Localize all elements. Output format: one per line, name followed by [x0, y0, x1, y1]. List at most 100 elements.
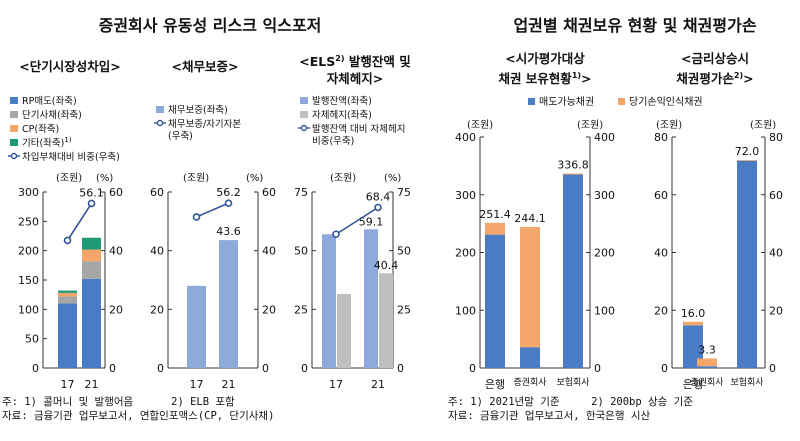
chart3-left-tick: 100 [455, 304, 476, 317]
chart4-left-unit: (조원) [656, 119, 682, 131]
chart1-bar-label: 43.6 [216, 225, 241, 238]
chart2-legend-marker [300, 124, 308, 132]
chart0-left-tick: 0 [32, 362, 39, 375]
chart0-right-tick: 60 [109, 186, 123, 199]
chart1-bar-0-0 [187, 285, 206, 368]
chart3-total-label: 244.1 [514, 212, 546, 225]
subtitle-bond-holdings: <시가평가대상 채권 보유현황1)> [460, 50, 630, 87]
left-panel-title: 증권회사 유동성 리스크 익스포저 [98, 16, 322, 35]
chart1-right-tick: 40 [262, 245, 276, 258]
right-source: 자료: 금융기관 업무보고서, 한국은행 시산 [448, 410, 651, 422]
chart1-left-tick: 60 [150, 186, 164, 199]
chart3-bar-0-0 [485, 234, 505, 368]
chart4-category-label: 보험회사 [730, 377, 764, 388]
chart2-category-label: 17 [329, 378, 343, 391]
chart1-left-tick: 40 [150, 245, 164, 258]
chart0-left-tick: 300 [18, 186, 39, 199]
chart0-left-tick: 200 [18, 245, 39, 258]
chart2-bar-0-0 [322, 234, 336, 368]
chart0-left-tick: 150 [18, 274, 39, 287]
chart4-bar-0-0 [683, 325, 703, 368]
chart2-right-tick: 25 [397, 303, 411, 316]
left-footnote: 주: 1) 콜머니 및 발행어음 2) ELB 포함 [2, 396, 235, 408]
chart0-legend-marker [10, 152, 18, 160]
chart3-bar-2-1 [563, 173, 583, 175]
chart2-legend-line-label: 발행잔액 대비 자체헤지 [312, 123, 405, 135]
chart3-right-tick: 300 [594, 189, 615, 202]
chart0-bar-0-3 [58, 290, 77, 293]
chart0-left-unit: (조원) [56, 172, 82, 184]
chart0-line-point [63, 236, 72, 245]
subtitle-els-part3: 자체헤지> [326, 71, 384, 87]
chart0-left-tick: 50 [25, 333, 39, 346]
chart0-bar-1-0 [82, 278, 101, 368]
chart2-line-label: 68.4 [366, 190, 391, 203]
chart4-left-tick: 0 [661, 362, 668, 375]
chart0-legend-label: 단기사채(좌축) [22, 110, 82, 121]
left-source: 자료: 금융기관 업무보고서, 연합인포맥스(CP, 단기사채) [2, 410, 275, 422]
chart4-total-label: 72.0 [735, 145, 760, 158]
chart3-bar-2-0 [563, 174, 583, 368]
chart1-line-label: 56.2 [216, 186, 241, 199]
chart1-category-label: 21 [222, 378, 236, 391]
chart2-bar-1-1 [379, 273, 393, 368]
chart2-category-label: 21 [371, 378, 385, 391]
chart1-line-point [192, 213, 201, 221]
chart1-legend-marker [156, 119, 164, 127]
chart2-right-unit: (%) [384, 173, 401, 184]
subtitle-valuation-loss: <금리상승시 채권평가손2)> [640, 50, 790, 87]
chart1-left-unit: (조원) [183, 172, 209, 184]
chart2-bar-1-0 [364, 229, 378, 368]
chart3-right-tick: 200 [594, 247, 615, 260]
chart3-total-label: 251.4 [479, 208, 511, 221]
chart1-left-tick: 20 [150, 303, 164, 316]
chart4-right-tick: 60 [769, 189, 783, 202]
chart0-legend-swatch [10, 97, 18, 104]
right-footnote: 주: 1) 2021년말 기준 2) 200bp 상승 기준 [448, 396, 693, 408]
chart2-line-point [332, 230, 340, 239]
subtitle-short-term-borrowing: <단기시장성차입> [19, 59, 121, 74]
chart0-right-tick: 40 [109, 245, 123, 258]
chart2-legend-label: 발행잔액(좌축) [312, 95, 372, 107]
chart0-legend-label: 기타(좌축)1) [22, 136, 72, 149]
subtitle-els-part2: 발행잔액 및 [344, 54, 411, 70]
chart1-left-tick: 0 [157, 362, 164, 375]
chart2-left-tick: 50 [294, 245, 308, 258]
chart4-total-label: 16.0 [681, 307, 706, 320]
chart4-bar-2-0 [737, 160, 757, 368]
chart3-bar-0-1 [485, 222, 505, 235]
right-panel-title: 업권별 채권보유 현황 및 채권평가손 [513, 16, 757, 35]
chart4-right-unit: (조원) [750, 119, 776, 131]
chart0-legend-line-label: 차입부채대비 비중(우축) [22, 151, 120, 163]
chart3-total-label: 336.8 [557, 158, 589, 171]
chart0-legend-swatch [10, 111, 18, 118]
chart2-bar-label: 40.4 [374, 259, 399, 272]
chart4-bar-1-0 [697, 366, 717, 368]
chart0-line-point [87, 199, 96, 208]
subtitle-loss-sup: 2) [733, 71, 744, 80]
subtitle-bond-part2: 채권 보유현황 [498, 71, 572, 87]
chart2-bar-label: 59.1 [359, 215, 384, 228]
chart3-left-tick: 400 [455, 131, 476, 144]
chart3-right-tick: 400 [594, 131, 615, 144]
chart1-legend-label: 채무보증(좌축) [168, 105, 228, 116]
chart4-bar-2-1 [737, 160, 757, 161]
chart1-right-tick: 60 [262, 186, 276, 199]
chart2-legend-swatch [300, 97, 308, 104]
chart4-left-tick: 40 [654, 247, 668, 260]
chart0-legend-swatch [10, 125, 18, 132]
chart4-left-tick: 80 [654, 131, 668, 144]
right-legend-label-fvtpl: 당기손익인식채권 [629, 96, 703, 108]
chart4-left-tick: 20 [654, 304, 668, 317]
subtitle-loss-part3: > [743, 71, 754, 87]
chart0-legend-sup: 1) [64, 136, 71, 144]
chart2-right-tick: 50 [397, 245, 411, 258]
subtitle-bond-part3: > [581, 71, 592, 87]
chart3-bar-1-0 [520, 347, 540, 368]
right-legend-label-afs: 매도가능채권 [539, 96, 594, 108]
subtitle-debt-guarantee: <채무보증> [171, 59, 239, 74]
chart4-bar-0-1 [683, 321, 703, 326]
chart3-right-unit: (조원) [577, 119, 603, 131]
chart0-bar-1-3 [82, 237, 101, 250]
